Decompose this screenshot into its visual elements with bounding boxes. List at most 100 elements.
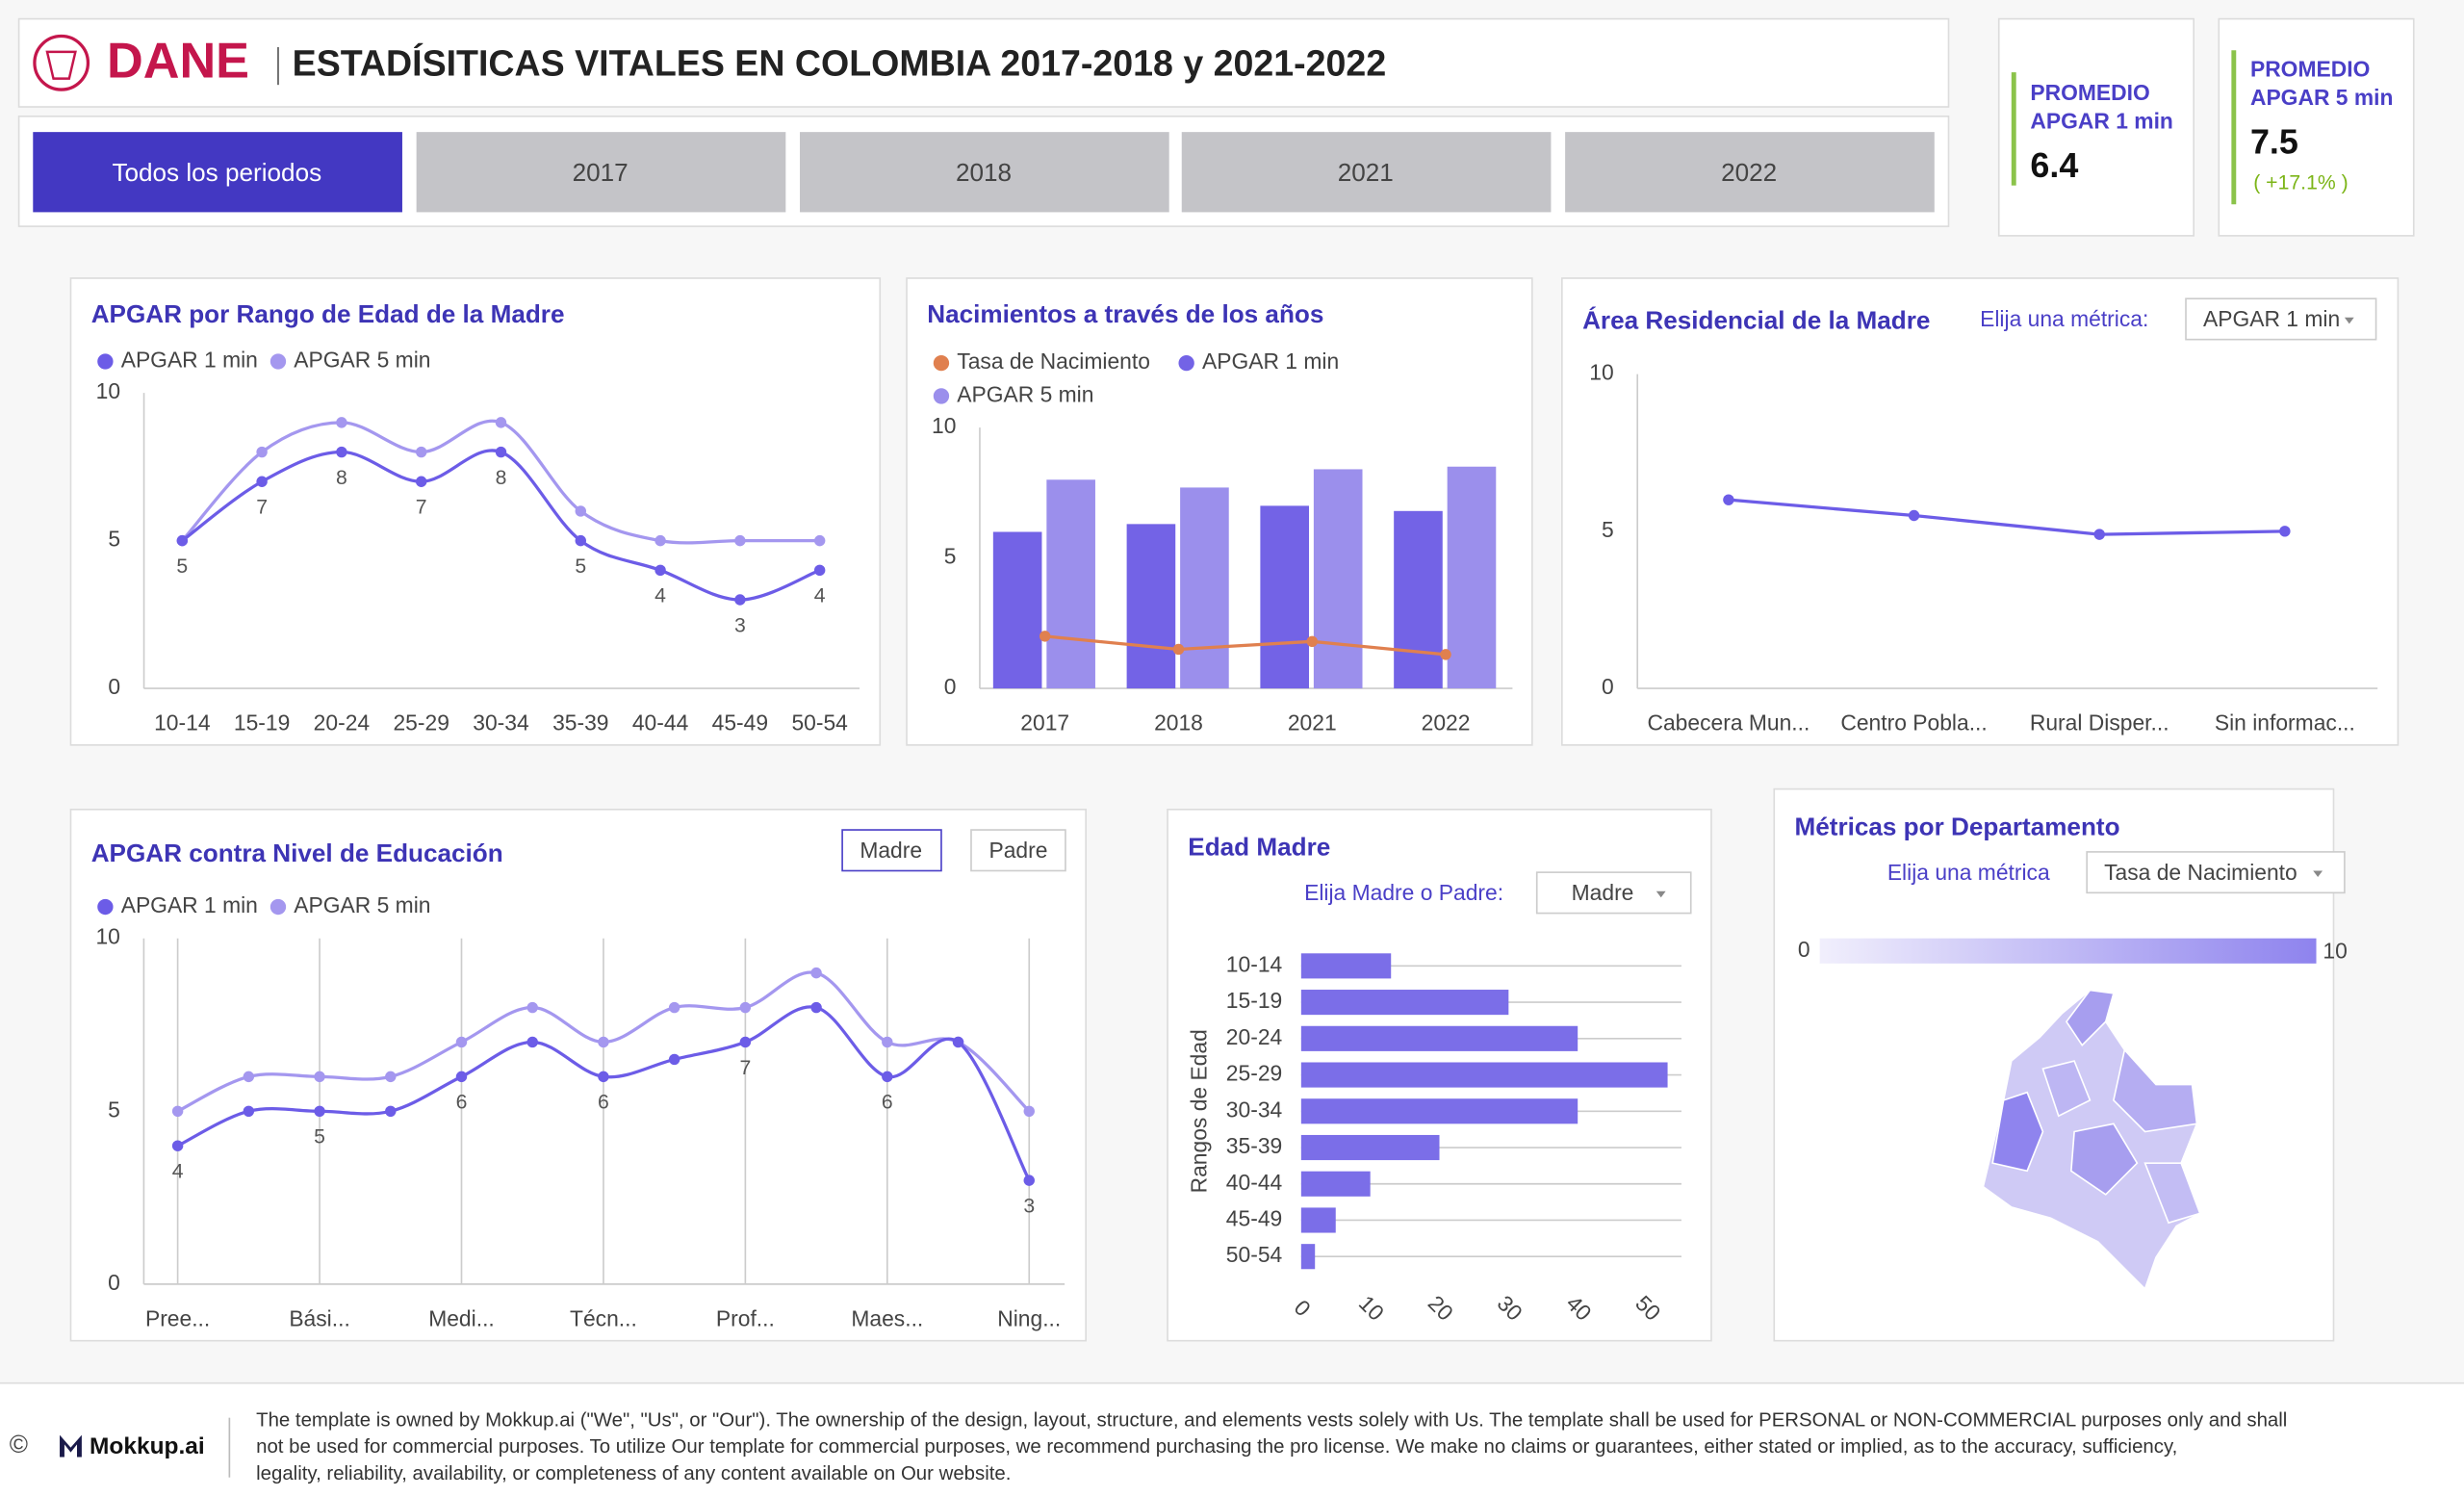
dropdown-value[interactable]: APGAR 1 min — [2203, 306, 2340, 331]
button-label[interactable]: Madre — [860, 838, 922, 863]
control-label: Elija una métrica: — [1980, 306, 2148, 331]
point — [739, 1036, 752, 1048]
point — [495, 446, 507, 458]
point — [734, 594, 746, 606]
legend-label: APGAR 5 min — [294, 348, 430, 373]
scale-min: 0 — [1798, 937, 1810, 962]
header-box — [17, 17, 1950, 108]
point — [256, 476, 268, 487]
point — [1023, 1105, 1035, 1117]
tab-label[interactable]: Todos los periodos — [112, 158, 321, 187]
y-tick-label: 10-14 — [1226, 951, 1283, 976]
point — [336, 446, 347, 458]
x-tick-label: 15-19 — [234, 710, 290, 736]
y-tick-label: 50-54 — [1226, 1242, 1283, 1267]
point — [598, 1036, 609, 1048]
y-tick-label: 20-24 — [1226, 1024, 1283, 1049]
legend-label: APGAR 5 min — [294, 892, 430, 917]
tab[interactable] — [800, 132, 1169, 213]
point — [415, 446, 427, 458]
point — [2093, 529, 2105, 540]
button-label[interactable]: Padre — [988, 838, 1047, 863]
point — [668, 1053, 680, 1066]
data-label: 8 — [336, 467, 347, 489]
point — [1039, 631, 1051, 642]
point — [1023, 1174, 1035, 1186]
y-tick-label: 5 — [108, 1097, 120, 1122]
point — [813, 564, 826, 577]
tab-label[interactable]: 2021 — [1338, 158, 1394, 187]
y-tick-label: 0 — [108, 674, 120, 699]
y-tick-label: 35-39 — [1226, 1133, 1282, 1158]
kpi-box — [2218, 17, 2415, 237]
point — [243, 1105, 255, 1117]
bar — [1300, 1025, 1578, 1051]
tab[interactable] — [1181, 132, 1552, 213]
x-tick-label: Pree... — [145, 1305, 210, 1330]
data-label: 4 — [172, 1161, 184, 1183]
chart-title: Nacimientos a través de los años — [927, 299, 1323, 328]
tab-label[interactable]: 2017 — [573, 158, 629, 187]
dropdown[interactable] — [2185, 297, 2377, 341]
y-tick-label: 0 — [944, 674, 957, 699]
panel — [1561, 277, 2400, 746]
control-label: Elija una métrica — [1887, 860, 2050, 885]
point — [176, 534, 189, 547]
dropdown[interactable] — [2086, 851, 2346, 894]
legend-swatch — [97, 898, 114, 916]
legend-label: Tasa de Nacimiento — [957, 348, 1150, 374]
point — [314, 1071, 325, 1083]
data-label: 6 — [882, 1092, 893, 1114]
axis-label: Rangos de Edad — [1186, 1029, 1211, 1193]
point — [810, 1001, 822, 1014]
legend-swatch — [270, 353, 287, 370]
x-tick-label: 2017 — [1020, 710, 1069, 736]
bar — [1260, 505, 1309, 689]
caret — [2344, 317, 2354, 324]
dropdown-value[interactable]: Madre — [1572, 880, 1634, 905]
button[interactable] — [841, 829, 942, 872]
point — [1723, 494, 1734, 505]
legend-label: APGAR 1 min — [121, 348, 258, 373]
x-tick-label: Ning... — [997, 1305, 1061, 1330]
y-tick-label: 30-34 — [1226, 1097, 1283, 1122]
scale-max: 10 — [2323, 938, 2347, 963]
x-tick-label: Centro Pobla... — [1840, 710, 1987, 736]
bar — [1300, 1207, 1336, 1233]
dropdown[interactable] — [1535, 871, 1692, 915]
data-label: 6 — [456, 1092, 468, 1114]
bar — [1300, 990, 1509, 1016]
point — [810, 967, 822, 979]
point — [1172, 643, 1185, 656]
data-label: 7 — [416, 497, 427, 519]
legend-swatch — [97, 353, 114, 370]
tab[interactable] — [33, 132, 402, 213]
footer-text: not be used for commercial purposes. To … — [256, 1436, 2177, 1458]
button[interactable] — [970, 829, 1066, 872]
tab[interactable] — [416, 132, 786, 213]
tab[interactable] — [1565, 132, 1935, 213]
bar — [1300, 1244, 1316, 1270]
point — [1908, 509, 1920, 522]
point — [455, 1036, 468, 1048]
data-label: 8 — [496, 467, 507, 489]
x-tick-label: Técn... — [570, 1305, 637, 1330]
point — [455, 1071, 468, 1083]
logo: DANE — [107, 34, 249, 90]
tab-label[interactable]: 2022 — [1721, 158, 1777, 187]
panel — [69, 808, 1087, 1342]
point — [314, 1105, 325, 1117]
bar — [1394, 510, 1443, 689]
kpi-accent — [2231, 50, 2237, 205]
bar — [992, 531, 1042, 689]
point — [171, 1105, 184, 1117]
tab-label[interactable]: 2018 — [956, 158, 1012, 187]
bar — [1300, 1171, 1371, 1197]
caret — [1656, 890, 1666, 898]
logo-emblem — [33, 34, 90, 91]
dropdown-value[interactable]: Tasa de Nacimiento — [2104, 860, 2297, 885]
point — [385, 1071, 397, 1083]
kpi-label: APGAR 1 min — [2030, 108, 2173, 133]
